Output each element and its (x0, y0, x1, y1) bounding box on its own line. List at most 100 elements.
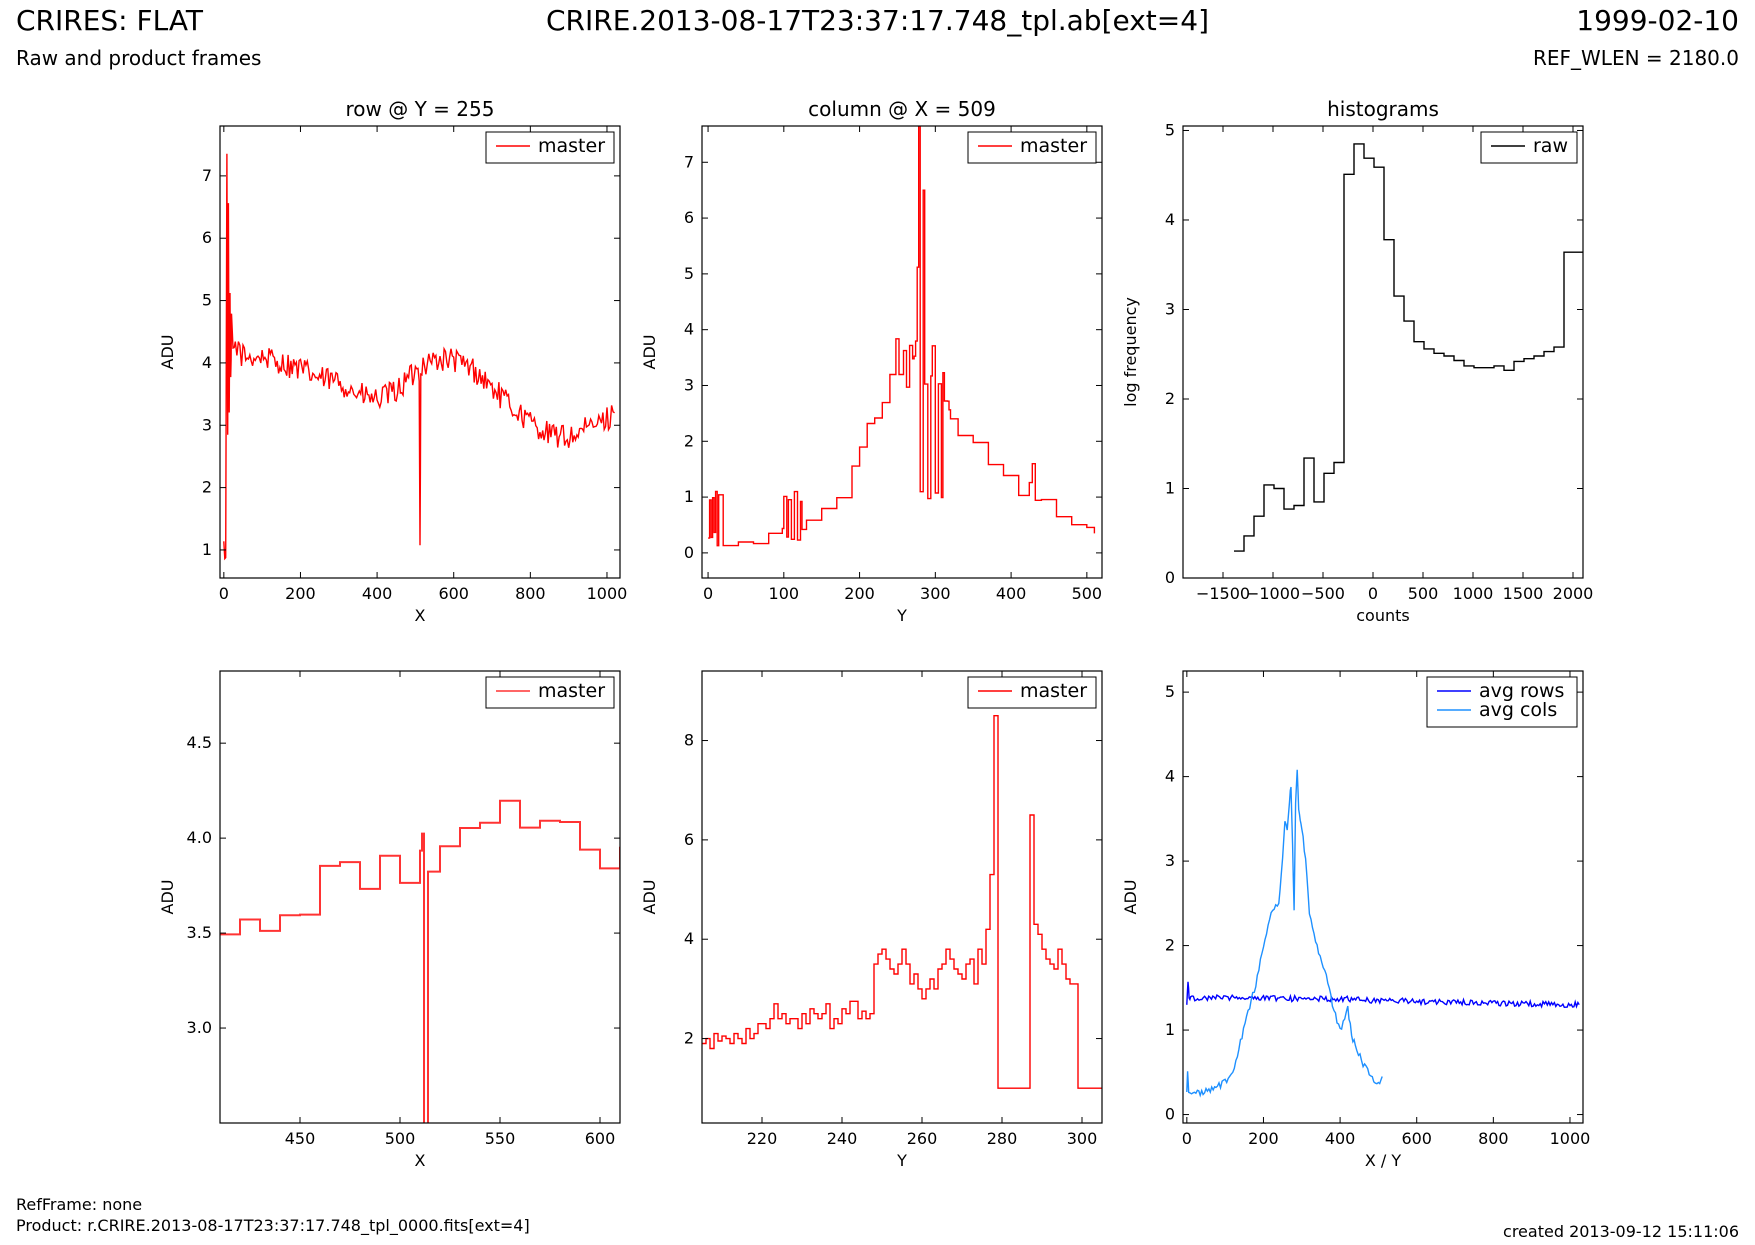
x-tick-label: 0 (703, 584, 713, 603)
legend-entry: avg cols (1479, 699, 1557, 721)
legend-entry: master (538, 135, 605, 157)
y-tick-label: 1 (1165, 478, 1175, 497)
x-axis-label: X (415, 606, 426, 625)
x-tick-label: 280 (987, 1129, 1018, 1148)
y-tick-label: 3.0 (187, 1018, 212, 1037)
chart-averages: 0 200 400 600 800 1000 0 1 2 3 4 5 X / Y ADU avg rowsa… (1121, 670, 1590, 1170)
x-axis-label: Y (896, 606, 907, 625)
y-tick-label: 1 (684, 487, 694, 506)
x-tick-label: 450 (285, 1129, 316, 1148)
plot-frame (1182, 670, 1584, 1124)
y-tick-label: 4.0 (187, 828, 212, 847)
legend-entry: raw (1533, 135, 1568, 157)
chart-title: histograms (1327, 97, 1439, 121)
x-tick-label: −1500 (1196, 584, 1250, 603)
x-tick-label: −1000 (1246, 584, 1300, 603)
chart-row-zoom: 450 500 550 600 3.0 3.5 4.0 4.5 X ADU master (158, 670, 621, 1170)
x-axis-label: X (415, 1151, 426, 1170)
chart-title: row @ Y = 255 (346, 97, 495, 121)
x-axis-label: counts (1356, 606, 1409, 625)
y-axis-label: ADU (158, 880, 177, 915)
legend: master (967, 131, 1097, 164)
y-tick-label: 3.5 (187, 923, 212, 942)
y-tick-label: 4 (1165, 210, 1175, 229)
y-tick-label: 5 (202, 291, 212, 310)
y-tick-label: 0 (1165, 1105, 1175, 1124)
legend-box (485, 131, 615, 164)
chart-column: 0 100 200 300 400 500 0 1 2 3 4 5 6 7 column @ X = 509… (640, 97, 1103, 625)
y-tick-label: 2 (202, 478, 212, 497)
x-tick-label: 300 (1067, 1129, 1098, 1148)
y-tick-label: 3 (202, 415, 212, 434)
x-tick-label: 1000 (587, 584, 628, 603)
legend: master (967, 676, 1097, 709)
x-tick-label: 500 (385, 1129, 416, 1148)
legend-entry: avg rows (1479, 680, 1564, 702)
x-tick-label: 550 (485, 1129, 516, 1148)
x-tick-label: 0 (219, 584, 229, 603)
legend-box (485, 676, 615, 709)
chart-row: 0 200 400 600 800 1000 1 2 3 4 5 6 7 row @ Y = 255 X AD… (158, 97, 627, 625)
y-tick-label: 4 (1165, 767, 1175, 786)
series-avg-cols (1186, 769, 1383, 1098)
x-tick-label: −500 (1301, 584, 1345, 603)
created-label: created 2013-09-12 15:11:06 (1503, 1222, 1739, 1241)
legend: master (485, 131, 615, 164)
y-tick-label: 2 (1165, 936, 1175, 955)
x-tick-label: 600 (438, 584, 469, 603)
legend-entry: master (1020, 135, 1087, 157)
y-axis-label: ADU (158, 335, 177, 370)
y-tick-label: 4 (202, 353, 212, 372)
x-tick-label: 400 (362, 584, 393, 603)
x-tick-label: 400 (1325, 1129, 1356, 1148)
y-tick-label: 1 (1165, 1020, 1175, 1039)
legend: raw (1480, 131, 1578, 164)
ref-wlen-label: REF_WLEN = 2180.0 (1532, 46, 1739, 70)
chart-histograms: −1500−1000 −500 0 500 1000 1500 2000 0 1 2 3 4 5 hist… (1121, 97, 1593, 625)
x-tick-label: 240 (827, 1129, 858, 1148)
series-master (223, 153, 615, 561)
legend: master (485, 676, 615, 709)
plot-frame (701, 670, 1103, 1124)
x-tick-label: 100 (769, 584, 800, 603)
x-tick-label: 0 (1182, 1129, 1192, 1148)
x-tick-label: 0 (1368, 584, 1378, 603)
legend-box (1480, 131, 1578, 164)
y-axis-label: ADU (640, 880, 659, 915)
x-tick-label: 1500 (1503, 584, 1544, 603)
series-raw (1234, 143, 1583, 552)
chart-column-zoom: 220 240 260 280 300 2 4 6 8 Y ADU master (640, 670, 1103, 1170)
x-tick-label: 1000 (1453, 584, 1494, 603)
x-tick-label: 200 (844, 584, 875, 603)
plot-frame (219, 125, 621, 579)
plot-frame (219, 670, 621, 1124)
x-tick-label: 400 (996, 584, 1027, 603)
y-tick-label: 6 (202, 228, 212, 247)
plot-frame (701, 125, 1103, 579)
y-axis-label: ADU (640, 335, 659, 370)
y-tick-label: 6 (684, 208, 694, 227)
legend-box (967, 676, 1097, 709)
y-tick-label: 5 (684, 264, 694, 283)
x-tick-label: 200 (1248, 1129, 1279, 1148)
legend-entry: master (1020, 680, 1087, 702)
y-tick-label: 7 (202, 166, 212, 185)
y-tick-label: 7 (684, 152, 694, 171)
y-axis-label: log frequency (1121, 297, 1140, 407)
y-tick-label: 3 (684, 375, 694, 394)
legend-box (967, 131, 1097, 164)
x-tick-label: 300 (920, 584, 951, 603)
x-tick-label: 2000 (1553, 584, 1594, 603)
x-axis-label: X / Y (1365, 1151, 1402, 1170)
series-master (702, 715, 1102, 1089)
legend-box (1426, 676, 1578, 728)
legend-entry: master (538, 680, 605, 702)
y-axis-label: ADU (1121, 880, 1140, 915)
series-master (220, 799, 620, 1123)
y-tick-label: 8 (684, 731, 694, 750)
x-tick-label: 600 (1401, 1129, 1432, 1148)
y-tick-label: 1 (202, 540, 212, 559)
y-tick-label: 5 (1165, 682, 1175, 701)
